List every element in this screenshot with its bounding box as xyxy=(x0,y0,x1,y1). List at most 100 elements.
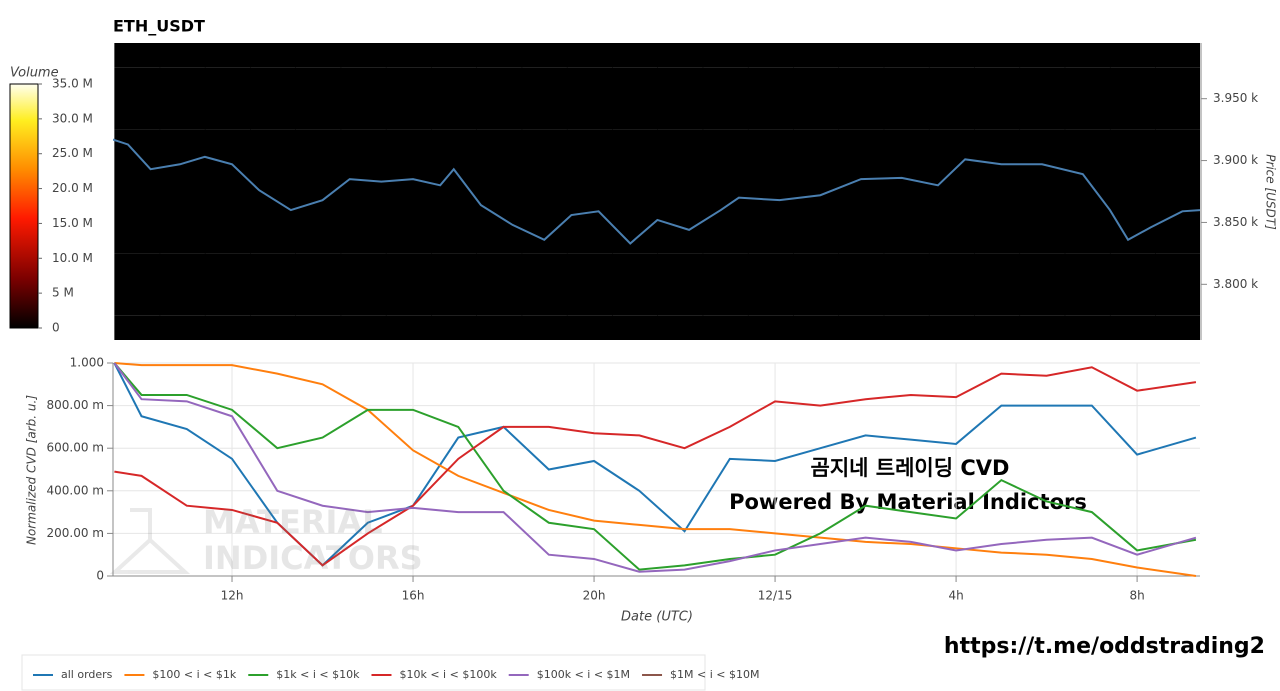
heat-cell xyxy=(159,43,206,68)
y-axis-label: Normalized CVD [arb. u.] xyxy=(25,395,39,545)
x-tick-label: 16h xyxy=(402,589,425,603)
colorbar-tick-label: 10.0 M xyxy=(52,251,93,265)
heat-cell xyxy=(974,315,1021,340)
heat-cell xyxy=(250,67,296,130)
watermark-icon xyxy=(109,508,191,574)
heat-cell xyxy=(657,43,704,68)
y-tick-label: 3.850 k xyxy=(1213,215,1258,229)
heat-cell xyxy=(1155,129,1200,192)
heat-cell xyxy=(1019,253,1066,316)
annotation: Powered By Material Indictors xyxy=(729,490,1087,514)
x-axis-label: Date (UTC) xyxy=(621,610,693,625)
colorbar xyxy=(9,83,39,329)
heat-cell xyxy=(793,191,840,254)
heat-cell xyxy=(1019,67,1066,130)
colorbar-label: Volume xyxy=(10,66,59,81)
heat-cell xyxy=(747,191,794,254)
series-line xyxy=(113,362,1197,571)
heat-cell xyxy=(883,315,930,340)
heatmap xyxy=(113,43,1200,340)
heat-cell xyxy=(476,67,523,130)
heat-cell xyxy=(521,253,568,316)
heat-cell xyxy=(1109,253,1156,316)
heat-cell xyxy=(295,253,342,316)
heat-cell xyxy=(204,43,251,68)
heat-cell xyxy=(1155,43,1200,68)
heat-cell xyxy=(702,129,749,192)
legend-label: $10k < i < $100k xyxy=(399,668,497,681)
heat-cell xyxy=(838,315,885,340)
y-tick-label: 3.900 k xyxy=(1213,153,1258,167)
heat-cell xyxy=(159,129,206,192)
heat-cell xyxy=(1064,43,1111,68)
heat-cell xyxy=(612,253,659,316)
heat-cell xyxy=(1019,129,1066,192)
y-tick-label: 200.00 m xyxy=(47,526,105,540)
heat-cell xyxy=(883,191,930,254)
y-tick-label: 1.000 xyxy=(70,356,104,370)
heat-cell xyxy=(612,43,659,68)
heat-cell xyxy=(702,253,749,316)
watermark-text: MATERIAL xyxy=(203,503,383,541)
legend-label: all orders xyxy=(61,668,113,681)
heat-cell xyxy=(1019,43,1066,68)
heat-cell xyxy=(702,43,749,68)
heat-cell xyxy=(566,253,613,316)
watermark-text: INDICATORS xyxy=(203,539,423,577)
heat-cell xyxy=(385,191,432,254)
heat-cell xyxy=(1064,315,1111,340)
heat-cell xyxy=(747,43,794,68)
y-tick-label: 400.00 m xyxy=(47,483,105,497)
heat-cell xyxy=(385,43,432,68)
heat-cell xyxy=(1109,43,1156,68)
colorbar-tick-label: 15.0 M xyxy=(52,216,93,230)
heat-cell xyxy=(431,253,477,316)
heat-cell xyxy=(702,315,749,340)
x-tick-label: 4h xyxy=(948,589,963,603)
heat-cell xyxy=(1109,67,1156,130)
heat-cell xyxy=(612,129,659,192)
heat-cell xyxy=(974,67,1021,130)
heat-cell xyxy=(204,315,251,340)
watermark: MATERIAL INDICATORS xyxy=(109,503,423,577)
heat-cell xyxy=(747,315,794,340)
heat-cell xyxy=(114,191,161,254)
colorbar-tick-label: 30.0 M xyxy=(52,111,93,125)
colorbar-tick-label: 5 M xyxy=(52,286,74,300)
legend-label: $1M < i < $10M xyxy=(670,668,759,681)
heat-cell xyxy=(747,67,794,130)
heat-cell xyxy=(385,315,432,340)
heat-cell xyxy=(114,129,161,192)
heat-cell xyxy=(385,67,432,130)
heat-cell xyxy=(838,253,885,316)
heat-cell xyxy=(431,315,477,340)
y-axis-label: Price [USDT] xyxy=(1264,154,1278,230)
heat-cell xyxy=(566,191,613,254)
link-text: https://t.me/oddstrading2 xyxy=(944,634,1265,659)
chart-title: ETH_USDT xyxy=(113,17,205,36)
heat-cell xyxy=(250,191,296,254)
heat-cell xyxy=(928,67,975,130)
legend-label: $100k < i < $1M xyxy=(537,668,630,681)
heat-cell xyxy=(928,43,975,68)
heat-cell xyxy=(159,67,206,130)
heat-cell xyxy=(1155,315,1200,340)
heat-cell xyxy=(657,129,704,192)
heat-cell xyxy=(657,253,704,316)
heat-cell xyxy=(340,315,387,340)
heat-cell xyxy=(114,253,161,316)
annotation: 곰지네 트레이딩 CVD xyxy=(811,456,1010,480)
heat-cell xyxy=(566,67,613,130)
heat-cell xyxy=(928,315,975,340)
heat-cell xyxy=(883,67,930,130)
series-line xyxy=(114,366,1197,567)
heat-cell xyxy=(883,43,930,68)
heat-cell xyxy=(883,253,930,316)
heat-cell xyxy=(250,315,296,340)
heat-cell xyxy=(702,67,749,130)
heat-cell xyxy=(431,129,477,192)
heat-cell xyxy=(204,67,251,130)
heat-cell xyxy=(974,43,1021,68)
heat-cell xyxy=(747,253,794,316)
